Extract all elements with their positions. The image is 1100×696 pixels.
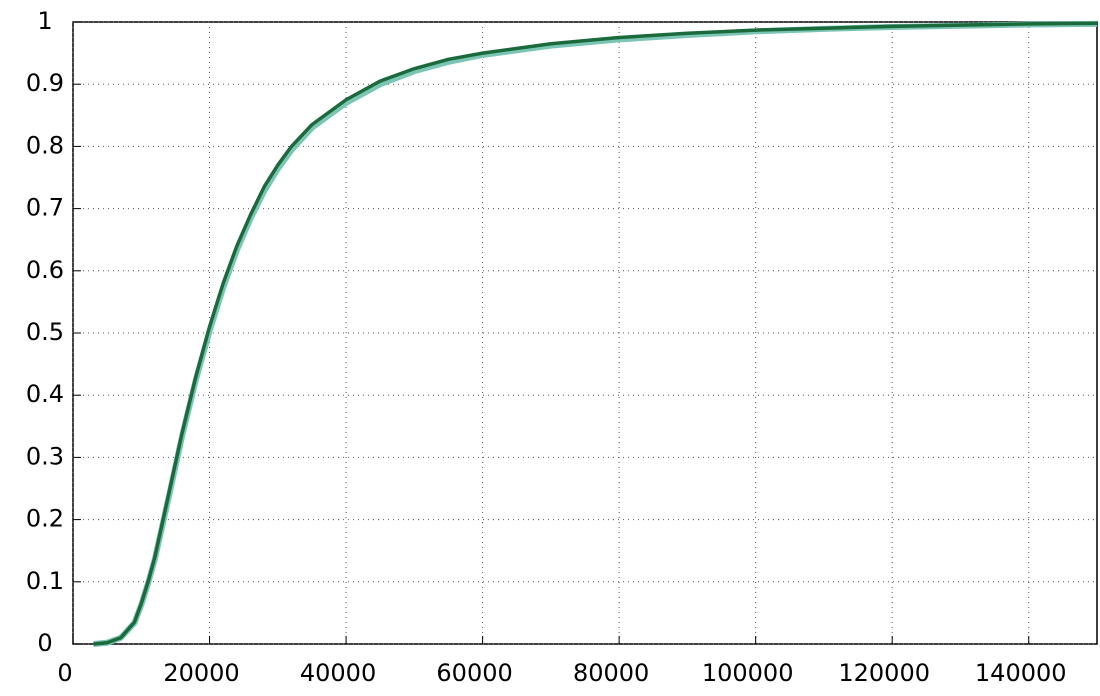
- x-tick-label: 40000: [300, 659, 376, 687]
- y-tick-label: 0.5: [26, 318, 64, 346]
- x-tick-label: 140000: [975, 659, 1067, 687]
- y-tick-label: 0.4: [26, 380, 64, 408]
- x-tick-label: 0: [57, 659, 72, 687]
- y-tick-label: 0.7: [26, 194, 64, 222]
- y-tick-label: 0.6: [26, 256, 64, 284]
- x-tick-label: 20000: [163, 659, 239, 687]
- y-tick-label: 0.1: [26, 567, 64, 595]
- y-tick-label: 1: [37, 7, 52, 35]
- y-tick-label: 0.8: [26, 131, 64, 159]
- x-tick-label: 60000: [436, 659, 512, 687]
- line-series: [93, 20, 1098, 647]
- y-tick-label: 0.3: [26, 442, 64, 470]
- y-tick-label: 0.2: [26, 505, 64, 533]
- x-tick-label: 80000: [573, 659, 649, 687]
- x-tick-label: 100000: [702, 659, 794, 687]
- y-tick-label: 0: [37, 629, 52, 657]
- x-tick-label: 120000: [838, 659, 930, 687]
- y-tick-label: 0.9: [26, 69, 64, 97]
- line-series: [93, 21, 1098, 646]
